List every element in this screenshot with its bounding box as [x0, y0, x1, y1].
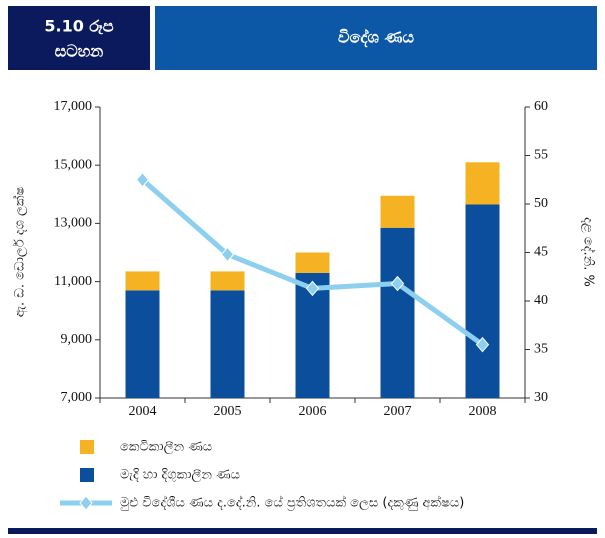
bar-segment: [380, 227, 415, 398]
x-tick-label: 2008: [469, 404, 497, 419]
y-tick-label: 9,000: [61, 332, 93, 347]
y2-tick-label: 30: [534, 390, 548, 405]
y2-tick-label: 35: [534, 342, 548, 357]
y-tick-label: 11,000: [54, 274, 92, 289]
legend-label: කෙටිකාලීන ණය: [120, 440, 212, 455]
line-marker: [305, 280, 320, 297]
line-marker: [475, 336, 490, 353]
bar-segment: [465, 162, 500, 205]
y-tick-label: 13,000: [54, 216, 93, 231]
line-marker: [390, 275, 405, 292]
bar-segment: [295, 252, 330, 273]
x-tick-label: 2007: [384, 404, 412, 419]
bar-segment: [210, 271, 245, 291]
y2-tick-label: 55: [534, 148, 548, 163]
x-tick-label: 2004: [129, 404, 157, 419]
y2-tick-label: 40: [534, 293, 548, 308]
y-tick-label: 17,000: [54, 99, 93, 114]
legend-label: මැදි හා දිගුකාලීන ණය: [120, 468, 240, 483]
bar-segment: [465, 204, 500, 398]
legend-swatch: [80, 468, 94, 482]
y2-tick-label: 60: [534, 99, 548, 114]
footer-bar: [8, 528, 597, 534]
y2-axis-label: දළ දේ.නි. %: [581, 217, 597, 287]
bar-segment: [125, 290, 160, 398]
legend-label: මුළු විදේශීය ණය ද.දේ.නි. යේ ප්‍රතිශතයක් …: [120, 494, 464, 510]
y-tick-label: 15,000: [54, 157, 93, 172]
line-marker: [220, 246, 235, 263]
figure-label: 5.10 රූප: [44, 17, 113, 36]
bar-segment: [210, 290, 245, 398]
legend-marker: [79, 495, 93, 511]
figure-label-box: [8, 6, 150, 70]
line-marker: [135, 171, 150, 188]
chart-title: විදේශ ණය: [338, 28, 414, 48]
figure-label: සටහන: [55, 42, 104, 61]
title-box: [155, 6, 597, 70]
legend-swatch: [80, 440, 94, 454]
y2-tick-label: 50: [534, 196, 548, 211]
bar-segment: [125, 271, 160, 291]
x-tick-label: 2005: [214, 404, 242, 419]
bar-segment: [380, 195, 415, 228]
y2-tick-label: 45: [534, 245, 548, 260]
y-tick-label: 7,000: [61, 390, 93, 405]
x-tick-label: 2006: [299, 404, 327, 419]
y-axis-label: ඇ. ඩ. ඩොලර් දශ ලක්ෂ: [11, 187, 27, 318]
